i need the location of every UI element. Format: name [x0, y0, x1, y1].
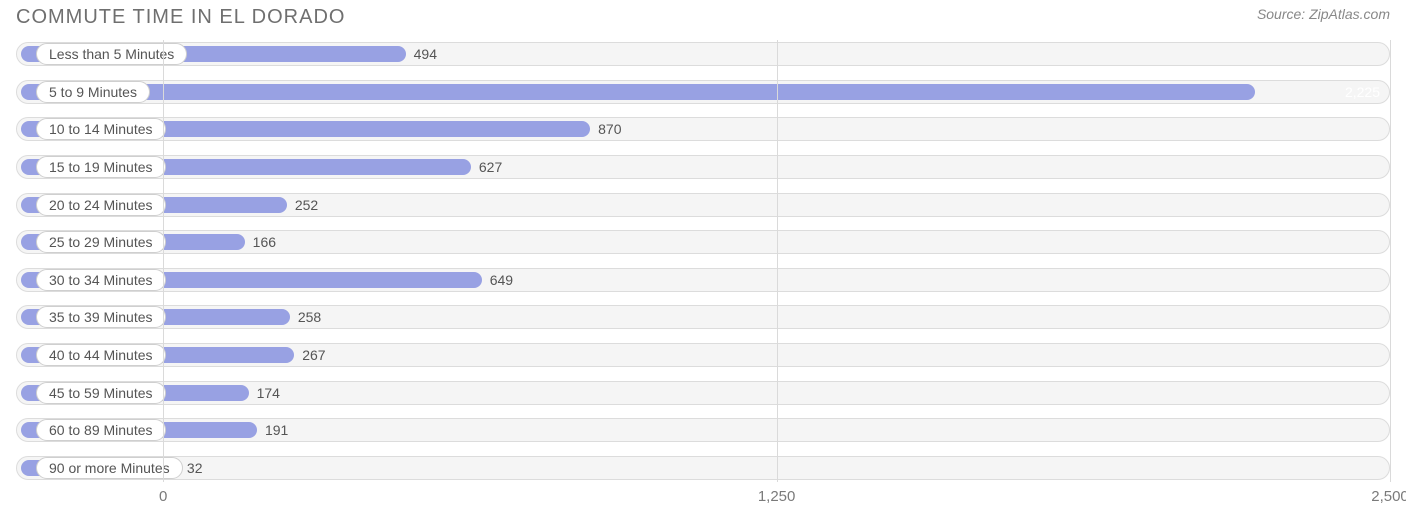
- gridline: [777, 40, 778, 482]
- chart-source: Source: ZipAtlas.com: [1257, 6, 1390, 22]
- bar-row: 2,225 5 to 9 Minutes: [16, 78, 1390, 106]
- bar-value: 252: [295, 197, 318, 213]
- x-axis: 01,2502,500: [16, 488, 1390, 510]
- bar-value: 174: [257, 385, 280, 401]
- x-tick-label: 0: [159, 488, 167, 505]
- bar-row: 166 25 to 29 Minutes: [16, 228, 1390, 256]
- bar-category-label: 5 to 9 Minutes: [36, 81, 150, 103]
- bar-category-label: Less than 5 Minutes: [36, 43, 187, 65]
- bar-value: 258: [298, 309, 321, 325]
- bar-category-label: 30 to 34 Minutes: [36, 269, 166, 291]
- bar-row: 174 45 to 59 Minutes: [16, 379, 1390, 407]
- bar-value: 166: [253, 234, 276, 250]
- bar-row: 494 Less than 5 Minutes: [16, 40, 1390, 68]
- bar-category-label: 20 to 24 Minutes: [36, 194, 166, 216]
- bar-category-label: 25 to 29 Minutes: [36, 231, 166, 253]
- bar-category-label: 35 to 39 Minutes: [36, 306, 166, 328]
- bar-row: 870 10 to 14 Minutes: [16, 115, 1390, 143]
- bar-row: 191 60 to 89 Minutes: [16, 416, 1390, 444]
- bar-row: 267 40 to 44 Minutes: [16, 341, 1390, 369]
- commute-time-chart: COMMUTE TIME IN EL DORADO Source: ZipAtl…: [0, 0, 1406, 522]
- bar-category-label: 10 to 14 Minutes: [36, 118, 166, 140]
- x-tick-label: 1,250: [758, 488, 796, 505]
- bar-category-label: 15 to 19 Minutes: [36, 156, 166, 178]
- bar-fill: [21, 84, 1255, 100]
- bar-value: 627: [479, 159, 502, 175]
- gridline: [163, 40, 164, 482]
- x-tick-label: 2,500: [1371, 488, 1406, 505]
- bar-value: 494: [414, 46, 437, 62]
- bar-value: 2,225: [1195, 84, 1380, 100]
- bar-list: 494 Less than 5 Minutes 2,225 5 to 9 Minute…: [16, 40, 1390, 482]
- bar-row: 627 15 to 19 Minutes: [16, 153, 1390, 181]
- bar-row: 258 35 to 39 Minutes: [16, 303, 1390, 331]
- bar-category-label: 90 or more Minutes: [36, 457, 183, 479]
- gridline: [1390, 40, 1391, 482]
- bar-category-label: 40 to 44 Minutes: [36, 344, 166, 366]
- bar-track: [16, 456, 1390, 480]
- chart-title: COMMUTE TIME IN EL DORADO: [16, 6, 345, 29]
- bar-value: 649: [490, 272, 513, 288]
- bar-value: 267: [302, 347, 325, 363]
- bar-row: 252 20 to 24 Minutes: [16, 191, 1390, 219]
- bar-category-label: 45 to 59 Minutes: [36, 382, 166, 404]
- bar-row: 649 30 to 34 Minutes: [16, 266, 1390, 294]
- bar-value: 870: [598, 121, 621, 137]
- bar-row: 3290 or more Minutes: [16, 454, 1390, 482]
- chart-header: COMMUTE TIME IN EL DORADO Source: ZipAtl…: [0, 0, 1406, 31]
- bar-value: 191: [265, 422, 288, 438]
- bar-category-label: 60 to 89 Minutes: [36, 419, 166, 441]
- plot-area: 494 Less than 5 Minutes 2,225 5 to 9 Minute…: [16, 40, 1390, 482]
- bar-value: 32: [187, 460, 203, 476]
